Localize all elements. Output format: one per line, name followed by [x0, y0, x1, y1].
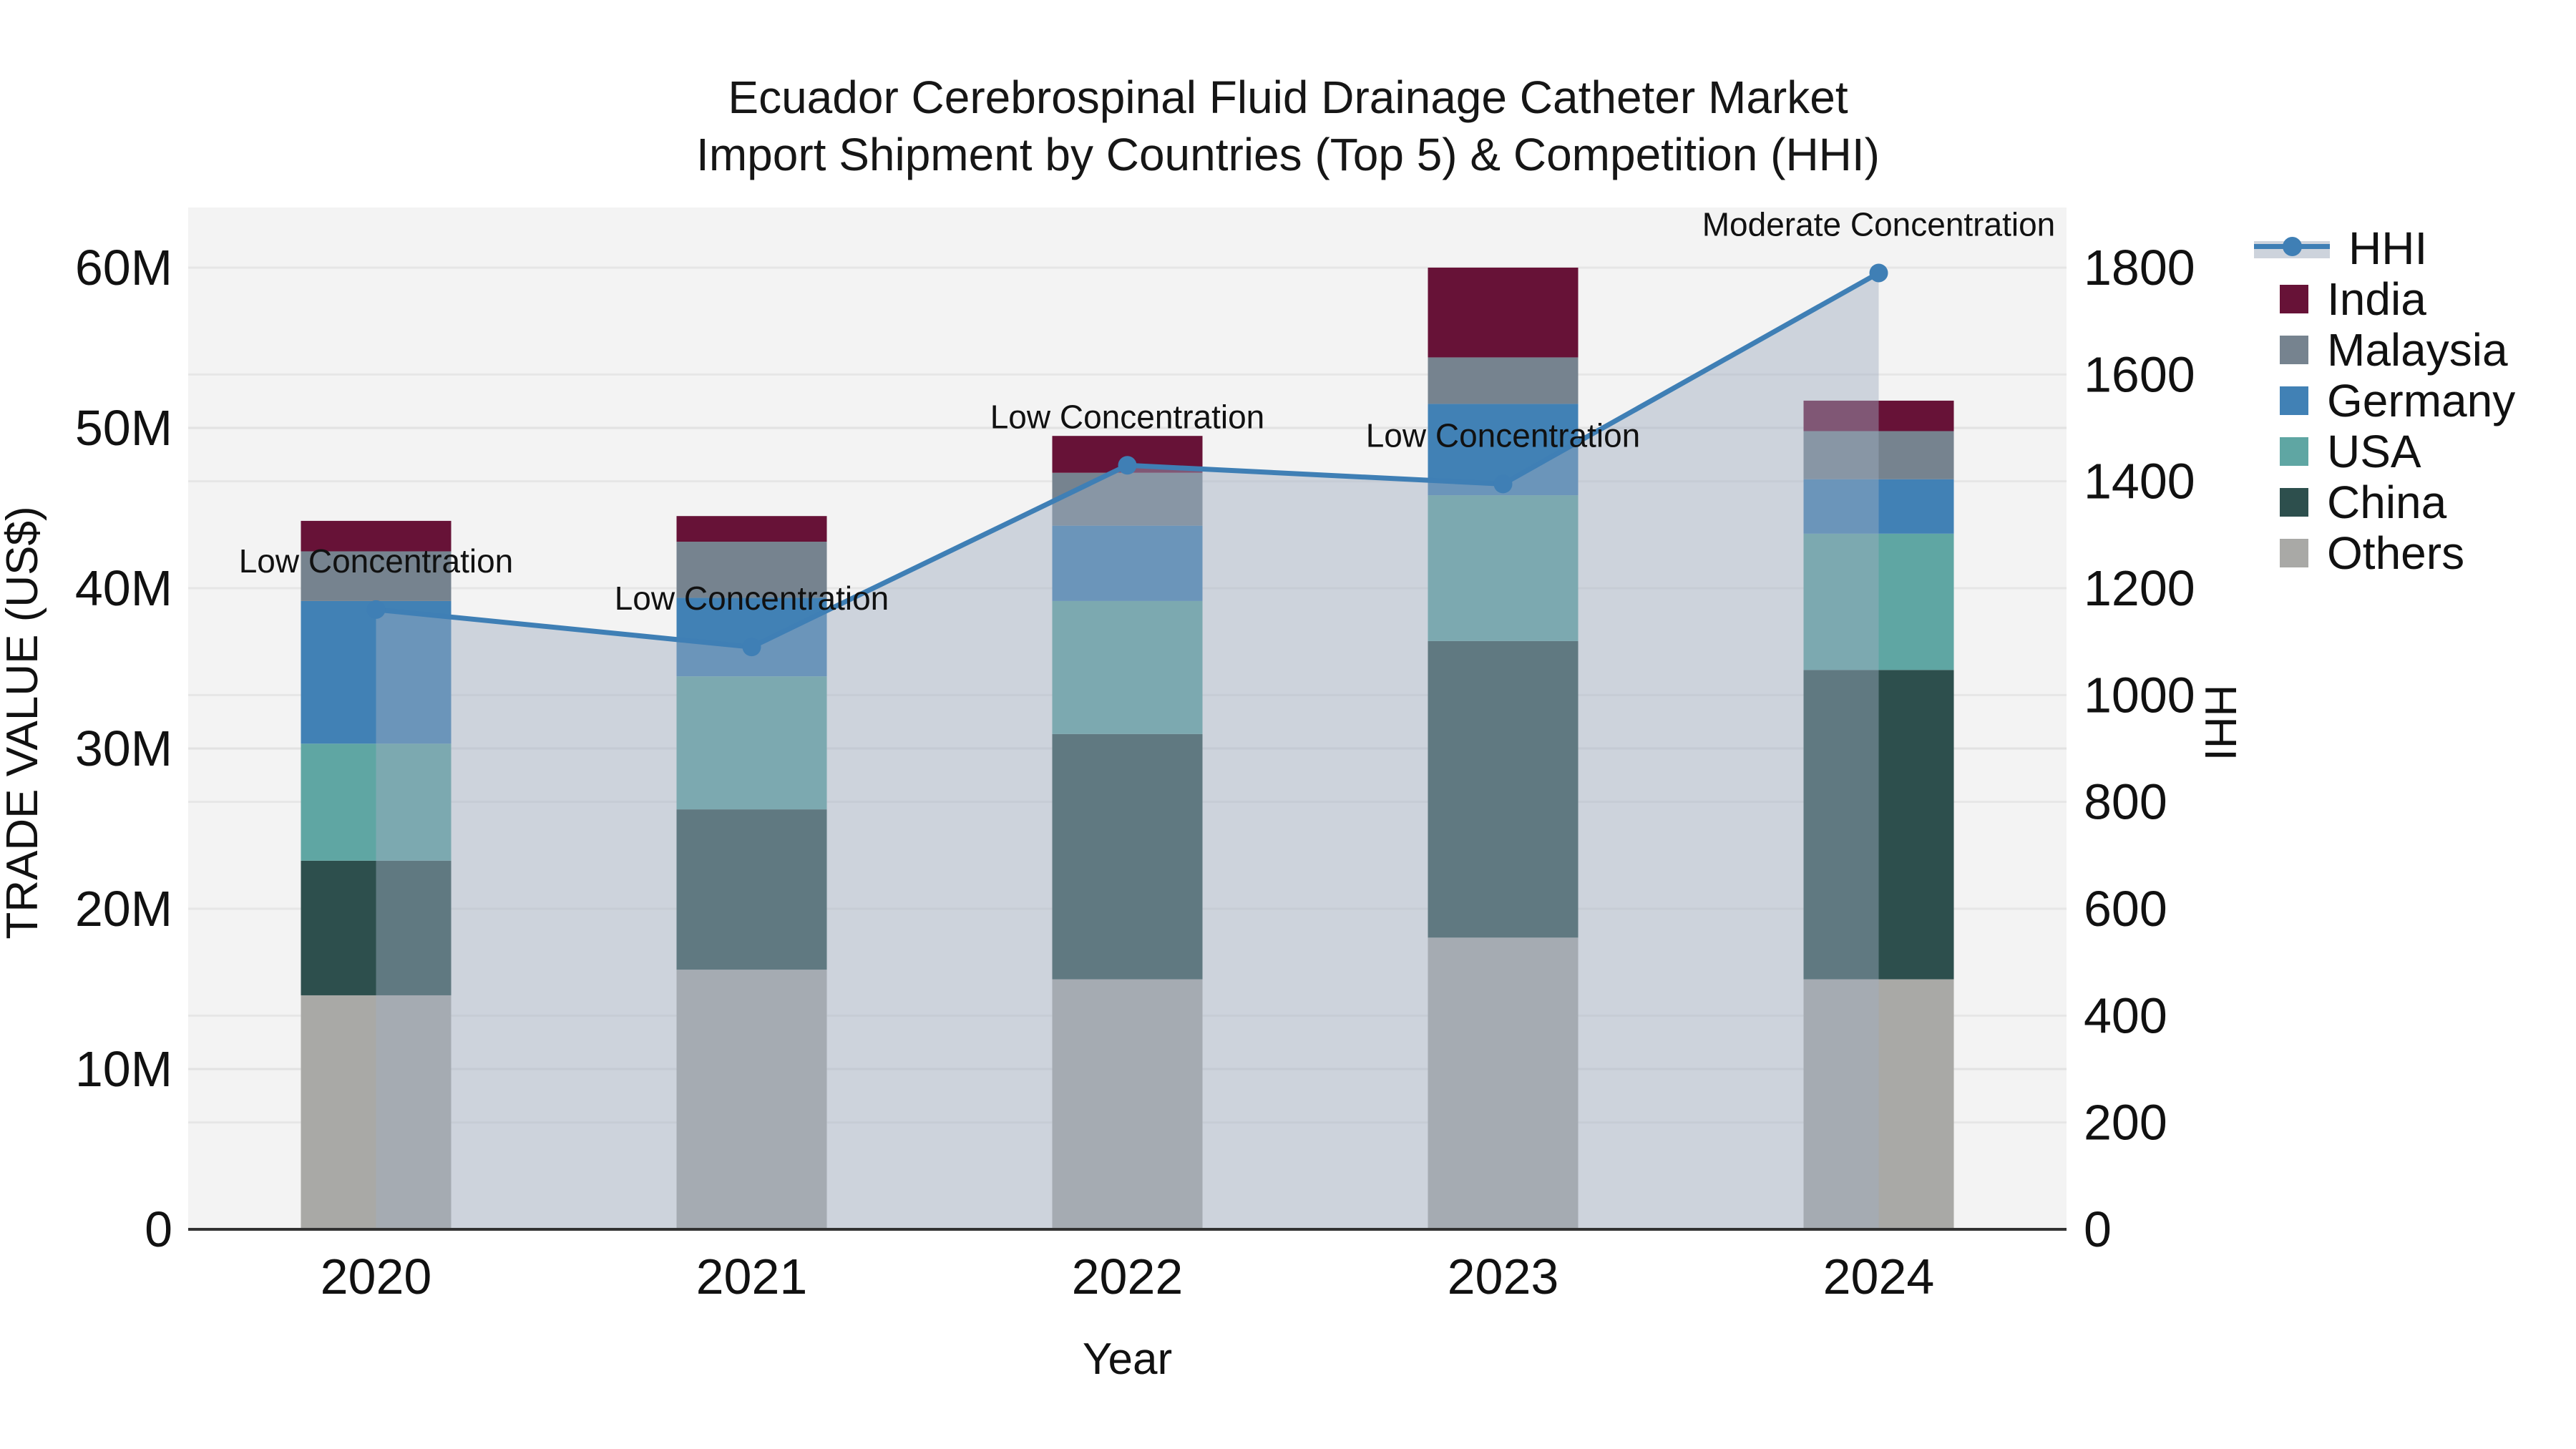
x-tick-label: 2020: [321, 1249, 432, 1304]
y-right-tick-label: 1600: [2084, 346, 2195, 402]
y-right-tick-label: 1000: [2084, 667, 2195, 723]
y-left-tick-label: 20M: [75, 881, 172, 937]
bar-segment-usa-2023[interactable]: [1428, 495, 1579, 641]
x-tick-label: 2021: [696, 1249, 808, 1304]
legend-label: Malaysia: [2327, 323, 2508, 376]
x-tick-label: 2024: [1823, 1249, 1935, 1304]
bar-segment-china-2021[interactable]: [676, 809, 827, 970]
hhi-marker-2021[interactable]: [742, 638, 761, 657]
legend-item-china[interactable]: China: [2254, 476, 2569, 528]
y-right-tick-label: 600: [2084, 881, 2167, 937]
bar-segment-china-2020[interactable]: [301, 860, 452, 995]
chart-title: Ecuador Cerebrospinal Fluid Drainage Cat…: [0, 69, 2576, 183]
bar-segment-germany-2020[interactable]: [301, 600, 452, 744]
bar-segment-india-2024[interactable]: [1803, 400, 1954, 431]
hhi-area-fill: [376, 273, 1879, 1229]
y-right-tick-label: 1200: [2084, 560, 2195, 616]
y-right-tick-label: 0: [2084, 1201, 2112, 1257]
chart-title-line2: Import Shipment by Countries (Top 5) & C…: [696, 129, 1880, 180]
y-right-tick-label: 1400: [2084, 454, 2195, 509]
bar-segment-usa-2022[interactable]: [1052, 600, 1203, 734]
y-left-tick-label: 0: [145, 1201, 172, 1257]
legend-item-hhi[interactable]: HHI: [2254, 222, 2569, 274]
annotation-2023: Low Concentration: [1366, 416, 1641, 454]
bar-segment-malaysia-2023[interactable]: [1428, 357, 1579, 404]
bar-segment-usa-2024[interactable]: [1803, 533, 1954, 670]
annotation-2021: Low Concentration: [615, 580, 889, 617]
malaysia-swatch-icon: [2280, 335, 2308, 364]
bar-segment-germany-2021[interactable]: [676, 597, 827, 677]
y-right-tick-label: 200: [2084, 1095, 2167, 1151]
annotation-2020: Low Concentration: [239, 542, 514, 580]
legend-label: India: [2327, 273, 2426, 325]
hhi-marker-2022[interactable]: [1118, 456, 1137, 475]
bar-segment-others-2024[interactable]: [1803, 979, 1954, 1229]
y-right-tick-label: 800: [2084, 774, 2167, 830]
legend-label: USA: [2327, 425, 2421, 477]
bar-segment-others-2020[interactable]: [301, 995, 452, 1229]
chart-title-line1: Ecuador Cerebrospinal Fluid Drainage Cat…: [728, 72, 1848, 123]
legend-item-others[interactable]: Others: [2254, 527, 2569, 579]
bar-segment-india-2023[interactable]: [1428, 268, 1579, 358]
annotation-2024: Moderate Concentration: [1702, 205, 2056, 243]
y-left-tick-label: 30M: [75, 721, 172, 776]
bar-segment-germany-2024[interactable]: [1803, 479, 1954, 534]
x-tick-label: 2023: [1448, 1249, 1559, 1304]
y-right-axis-title: HHI: [2195, 685, 2245, 761]
hhi-marker-2024[interactable]: [1869, 263, 1888, 283]
bar-segment-india-2021[interactable]: [676, 516, 827, 542]
legend-item-malaysia[interactable]: Malaysia: [2254, 323, 2569, 376]
bar-segment-china-2023[interactable]: [1428, 640, 1579, 938]
china-swatch-icon: [2280, 487, 2308, 517]
hhi-marker-2020[interactable]: [366, 600, 386, 619]
y-left-tick-label: 40M: [75, 560, 172, 616]
bar-segment-china-2022[interactable]: [1052, 733, 1203, 980]
bar-segment-malaysia-2021[interactable]: [676, 542, 827, 598]
annotation-2022: Low Concentration: [990, 398, 1265, 435]
legend-label: China: [2327, 476, 2447, 528]
bar-segment-usa-2021[interactable]: [676, 676, 827, 810]
legend: HHI India Malaysia Germany USA China Oth…: [2254, 222, 2569, 579]
bar-segment-malaysia-2020[interactable]: [301, 551, 452, 601]
y-left-tick-label: 50M: [75, 400, 172, 456]
india-swatch-icon: [2280, 284, 2308, 313]
y-right-tick-label: 400: [2084, 987, 2167, 1043]
hhi-marker-2023[interactable]: [1493, 474, 1513, 494]
y-left-tick-label: 60M: [75, 240, 172, 296]
bar-segment-china-2024[interactable]: [1803, 670, 1954, 980]
others-swatch-icon: [2280, 538, 2308, 567]
y-left-axis-title: TRADE VALUE (US$): [0, 506, 47, 939]
legend-label: Others: [2327, 527, 2465, 579]
usa-swatch-icon: [2280, 436, 2308, 466]
hhi-line-sample-icon: [2254, 234, 2330, 263]
legend-label: HHI: [2348, 222, 2428, 274]
x-tick-label: 2022: [1072, 1249, 1184, 1304]
y-left-tick-label: 10M: [75, 1041, 172, 1097]
legend-label: Germany: [2327, 374, 2516, 426]
y-right-tick-label: 1800: [2084, 240, 2195, 296]
bar-segment-others-2021[interactable]: [676, 970, 827, 1229]
bar-segment-others-2022[interactable]: [1052, 979, 1203, 1229]
bar-segment-india-2020[interactable]: [301, 520, 452, 552]
bar-segment-malaysia-2022[interactable]: [1052, 472, 1203, 526]
bar-segment-usa-2020[interactable]: [301, 743, 452, 861]
legend-item-germany[interactable]: Germany: [2254, 375, 2569, 426]
legend-item-india[interactable]: India: [2254, 273, 2569, 325]
germany-swatch-icon: [2280, 386, 2308, 415]
legend-item-usa[interactable]: USA: [2254, 426, 2569, 477]
bar-segment-malaysia-2024[interactable]: [1803, 431, 1954, 479]
x-axis-title: Year: [1083, 1335, 1172, 1384]
bar-segment-germany-2022[interactable]: [1052, 525, 1203, 601]
bar-segment-others-2023[interactable]: [1428, 937, 1579, 1229]
